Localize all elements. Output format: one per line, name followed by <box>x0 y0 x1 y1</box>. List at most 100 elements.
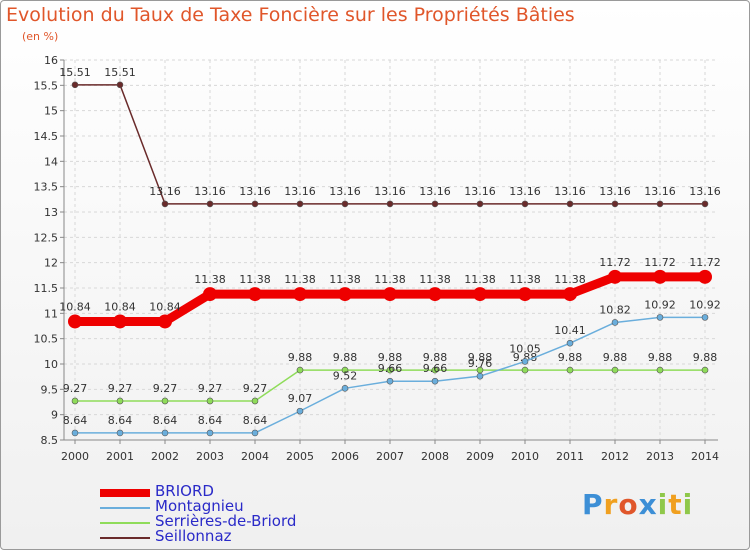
x-tick-label: 2012 <box>601 450 629 463</box>
data-label: 10.82 <box>599 303 631 316</box>
data-label: 10.84 <box>104 300 136 313</box>
data-label: 11.38 <box>419 273 451 286</box>
data-point <box>611 366 619 374</box>
legend-label: Montagnieu <box>155 497 244 515</box>
logo-letter: o <box>618 488 639 521</box>
data-point <box>521 358 529 365</box>
data-point <box>566 366 574 374</box>
data-label: 13.16 <box>509 185 541 198</box>
x-tick-label: 2002 <box>151 450 179 463</box>
data-point <box>518 287 532 302</box>
data-point <box>296 407 304 415</box>
data-label: 11.38 <box>554 273 586 286</box>
data-label: 9.07 <box>288 392 313 405</box>
data-label: 9.76 <box>468 357 493 370</box>
data-point <box>566 339 574 347</box>
data-point <box>701 366 709 374</box>
data-label: 13.16 <box>419 185 451 198</box>
x-tick-label: 2008 <box>421 450 449 463</box>
data-point <box>296 366 304 374</box>
data-point <box>341 366 349 374</box>
data-label: 9.88 <box>423 351 448 364</box>
legend-label: Seillonnaz <box>155 527 232 545</box>
data-label: 15.51 <box>104 66 136 79</box>
data-point <box>206 397 214 405</box>
data-label: 8.64 <box>63 414 88 427</box>
x-tick-label: 2001 <box>106 450 134 463</box>
data-point <box>383 287 397 302</box>
proxiti-logo: Proxiti <box>582 488 693 521</box>
legend-label: BRIORD <box>155 482 214 500</box>
data-label: 10.05 <box>509 342 541 355</box>
data-label: 13.16 <box>194 185 226 198</box>
data-label: 9.27 <box>153 382 178 395</box>
data-label: 9.88 <box>513 351 538 364</box>
data-label: 9.88 <box>468 351 493 364</box>
data-point <box>203 287 217 302</box>
data-label: 13.16 <box>329 185 361 198</box>
data-point <box>116 429 124 437</box>
y-tick-label: 12 <box>44 257 58 270</box>
data-label: 9.27 <box>243 382 268 395</box>
data-label: 13.16 <box>644 185 676 198</box>
y-tick-label: 8.5 <box>41 434 59 447</box>
x-tick-label: 2004 <box>241 450 269 463</box>
data-label: 11.72 <box>599 256 631 269</box>
x-tick-label: 2005 <box>286 450 314 463</box>
data-point <box>656 366 664 374</box>
data-point <box>476 372 484 380</box>
data-point <box>293 287 307 302</box>
logo-letter: i <box>657 488 669 521</box>
data-label: 8.64 <box>243 414 268 427</box>
data-point <box>653 269 667 284</box>
data-label: 8.64 <box>198 414 223 427</box>
y-tick-label: 14.5 <box>34 130 59 143</box>
y-tick-label: 16 <box>44 54 58 67</box>
data-label: 13.16 <box>239 185 271 198</box>
data-point <box>161 200 169 208</box>
x-tick-label: 2000 <box>61 450 89 463</box>
logo-letter: x <box>638 488 658 521</box>
data-point <box>431 377 439 385</box>
data-point <box>386 200 394 208</box>
data-point <box>521 366 529 374</box>
data-point <box>161 397 169 405</box>
y-tick-label: 10 <box>44 358 58 371</box>
data-point <box>476 200 484 208</box>
data-label: 13.16 <box>554 185 586 198</box>
y-tick-label: 10.5 <box>34 333 59 346</box>
data-label: 13.16 <box>149 185 181 198</box>
data-label: 9.52 <box>333 369 358 382</box>
y-tick-label: 13 <box>44 206 58 219</box>
data-point <box>473 287 487 302</box>
logo-letter: i <box>682 488 694 521</box>
y-tick-label: 9.5 <box>41 383 59 396</box>
data-label: 9.66 <box>378 362 403 375</box>
data-point <box>701 200 709 208</box>
data-label: 9.27 <box>108 382 133 395</box>
data-point <box>206 429 214 437</box>
data-label: 9.88 <box>648 351 673 364</box>
legend-swatch <box>100 522 150 524</box>
data-label: 11.38 <box>464 273 496 286</box>
data-point <box>248 287 262 302</box>
y-tick-label: 14 <box>44 155 58 168</box>
y-tick-label: 11 <box>44 307 58 320</box>
data-label: 11.38 <box>329 273 361 286</box>
data-point <box>701 314 709 321</box>
data-label: 11.38 <box>194 273 226 286</box>
data-point <box>656 314 664 321</box>
data-point <box>431 366 439 374</box>
legend-swatch <box>100 537 150 539</box>
x-tick-label: 2011 <box>556 450 584 463</box>
logo-letter: r <box>603 488 619 521</box>
chart-title: Evolution du Taux de Taxe Foncière sur l… <box>6 4 575 26</box>
x-tick-label: 2013 <box>646 450 674 463</box>
data-point <box>338 287 352 302</box>
data-point <box>158 314 172 329</box>
data-label: 13.16 <box>689 185 721 198</box>
data-label: 9.66 <box>423 362 448 375</box>
data-point <box>608 269 622 284</box>
x-tick-label: 2009 <box>466 450 494 463</box>
x-tick-label: 2007 <box>376 450 404 463</box>
